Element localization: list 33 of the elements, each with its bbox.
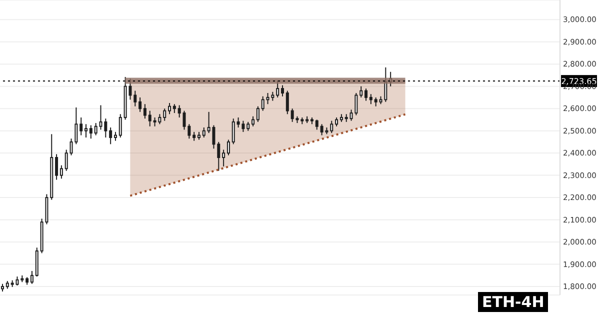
- candlestick: [163, 108, 166, 122]
- candlestick: [104, 118, 108, 138]
- candlestick: [281, 84, 284, 97]
- candlestick: [168, 102, 172, 115]
- candlestick: [256, 106, 260, 122]
- candlestick: [252, 116, 255, 127]
- annotation: ETH-4H: [478, 292, 548, 312]
- candlestick: [84, 124, 88, 138]
- candlestick: [330, 120, 334, 134]
- candlestick: [261, 96, 264, 112]
- candlestick: [109, 126, 112, 145]
- candlestick: [60, 164, 63, 180]
- candlestick: [360, 86, 363, 98]
- candlestick: [148, 110, 152, 127]
- candlestick: [315, 119, 318, 130]
- candlestick: [80, 116, 83, 136]
- candlestick: [178, 104, 181, 118]
- candlestick: [364, 88, 368, 102]
- candlestick: [226, 139, 230, 156]
- candlestick: [217, 141, 220, 172]
- candlestick: [89, 124, 92, 140]
- candlestick: [55, 154, 58, 180]
- candlestick: [232, 118, 235, 145]
- candlestick: [143, 104, 146, 120]
- candlestick: [30, 270, 34, 284]
- candlestick: [118, 114, 122, 138]
- candlestick: [202, 126, 206, 138]
- candlestick: [134, 90, 137, 107]
- candlestick: [286, 90, 289, 115]
- candlestick: [138, 96, 142, 112]
- candlestick: [64, 149, 68, 172]
- candlestick: [369, 94, 372, 105]
- candlestick: [222, 149, 226, 167]
